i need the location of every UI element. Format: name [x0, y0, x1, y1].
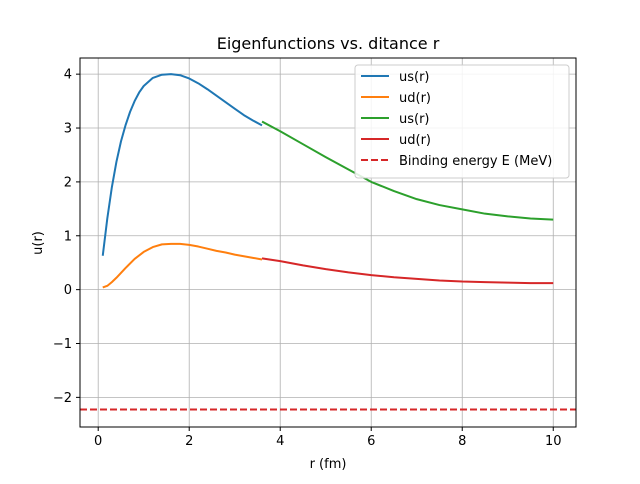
legend-label: Binding energy E (MeV)	[399, 154, 552, 169]
series-line-3	[261, 120, 554, 221]
x-tick-label: 4	[276, 434, 284, 449]
legend-box	[354, 64, 570, 179]
axes-frame	[79, 57, 577, 428]
grid	[80, 58, 576, 427]
legend: us(r) ud(r) us(r) ud(r) Binding energy E (Me…	[354, 64, 570, 179]
series-line-1	[101, 73, 263, 256]
y-tick-label: −1	[53, 337, 72, 352]
y-tick-label: 4	[64, 68, 72, 83]
legend-label: us(r)	[399, 112, 430, 127]
x-tick-label: 8	[458, 434, 466, 449]
legend-label: ud(r)	[399, 133, 431, 148]
y-axis-label: u(r)	[31, 231, 46, 255]
y-tick-label: 0	[64, 283, 72, 298]
y-tick-label: −2	[53, 391, 72, 406]
x-tick-label: 6	[367, 434, 375, 449]
plot-lines	[80, 73, 576, 411]
y-tick-label: 2	[64, 175, 72, 190]
legend-label: us(r)	[399, 70, 430, 85]
series-line-2	[102, 242, 263, 289]
x-axis-label: r (fm)	[310, 457, 347, 472]
x-tick-label: 10	[545, 434, 562, 449]
y-tick-label: 1	[64, 229, 72, 244]
y-tick-label: 3	[64, 122, 72, 137]
ticks: 0 2 4 6 8 10 −2 −1 0 1 2 3 4	[53, 68, 562, 449]
x-tick-label: 2	[185, 434, 193, 449]
x-tick-label: 0	[94, 434, 102, 449]
chart-title: Eigenfunctions vs. ditance r	[217, 34, 440, 53]
legend-label: ud(r)	[399, 91, 431, 106]
series-line-4	[261, 257, 554, 285]
